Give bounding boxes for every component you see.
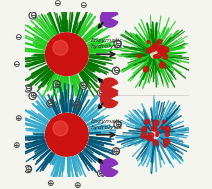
Text: ⊕: ⊕: [97, 169, 105, 178]
Text: Enzymatic
hydrolysis: Enzymatic hydrolysis: [90, 119, 123, 130]
Circle shape: [45, 33, 88, 76]
Text: ⊖: ⊖: [102, 15, 109, 24]
Circle shape: [153, 43, 156, 47]
Circle shape: [158, 39, 162, 44]
Text: ⊕: ⊕: [80, 81, 87, 90]
Wedge shape: [100, 90, 118, 108]
Text: ⊕: ⊕: [12, 141, 20, 149]
Text: ⊕: ⊕: [29, 91, 36, 101]
Circle shape: [152, 126, 157, 131]
Text: ⊖: ⊖: [80, 1, 87, 10]
Text: Enzymatic
hydrolysis: Enzymatic hydrolysis: [90, 38, 123, 49]
Circle shape: [142, 127, 147, 132]
Circle shape: [146, 48, 152, 53]
Text: ⊕: ⊕: [14, 114, 21, 123]
Wedge shape: [100, 9, 118, 27]
Circle shape: [142, 127, 146, 132]
Text: ⊕: ⊕: [24, 165, 32, 174]
Text: ⊖: ⊖: [12, 60, 20, 69]
Circle shape: [161, 127, 164, 130]
Circle shape: [151, 127, 154, 130]
Circle shape: [53, 121, 68, 136]
Circle shape: [147, 40, 150, 43]
Circle shape: [148, 133, 154, 138]
Circle shape: [138, 54, 141, 58]
Text: ⊖: ⊖: [29, 11, 36, 20]
Circle shape: [145, 119, 150, 124]
Circle shape: [160, 50, 162, 52]
Circle shape: [146, 136, 152, 141]
Wedge shape: [100, 78, 118, 96]
Circle shape: [162, 120, 166, 123]
Text: ⊖: ⊖: [53, 0, 60, 8]
Wedge shape: [100, 159, 118, 177]
Text: ⊖: ⊖: [14, 33, 21, 42]
Circle shape: [165, 132, 169, 136]
Circle shape: [157, 52, 162, 58]
Text: ⊕: ⊕: [53, 80, 60, 88]
Circle shape: [153, 120, 159, 126]
Text: ⊖: ⊖: [114, 40, 121, 48]
Text: ⊕: ⊕: [112, 147, 120, 156]
Text: ⊕: ⊕: [73, 181, 81, 189]
Circle shape: [163, 144, 166, 147]
Circle shape: [143, 67, 149, 72]
Circle shape: [158, 45, 164, 51]
Circle shape: [53, 40, 68, 55]
Text: ⊖: ⊖: [73, 101, 81, 109]
Circle shape: [157, 47, 161, 52]
Text: ⊕: ⊕: [47, 179, 54, 188]
Text: ⊕: ⊕: [114, 120, 121, 129]
Circle shape: [165, 127, 170, 132]
Circle shape: [162, 49, 165, 52]
Circle shape: [164, 139, 170, 145]
Circle shape: [151, 139, 154, 141]
Text: ⊖: ⊖: [47, 99, 54, 108]
Circle shape: [159, 62, 165, 68]
Circle shape: [141, 133, 146, 138]
Circle shape: [154, 44, 159, 49]
Circle shape: [153, 55, 157, 58]
Circle shape: [156, 131, 159, 134]
Circle shape: [163, 54, 168, 59]
Circle shape: [153, 140, 158, 145]
Text: ⊖: ⊖: [112, 66, 120, 75]
Circle shape: [159, 47, 163, 51]
Text: ⊕: ⊕: [102, 96, 109, 105]
Circle shape: [153, 127, 157, 131]
Circle shape: [45, 113, 88, 156]
Circle shape: [151, 131, 159, 139]
Text: ⊖: ⊖: [97, 88, 105, 98]
Circle shape: [154, 55, 158, 58]
Circle shape: [160, 49, 166, 55]
Circle shape: [151, 50, 159, 58]
Circle shape: [163, 47, 169, 53]
Circle shape: [156, 134, 158, 136]
Circle shape: [150, 46, 156, 52]
Text: ⊖: ⊖: [24, 84, 32, 93]
